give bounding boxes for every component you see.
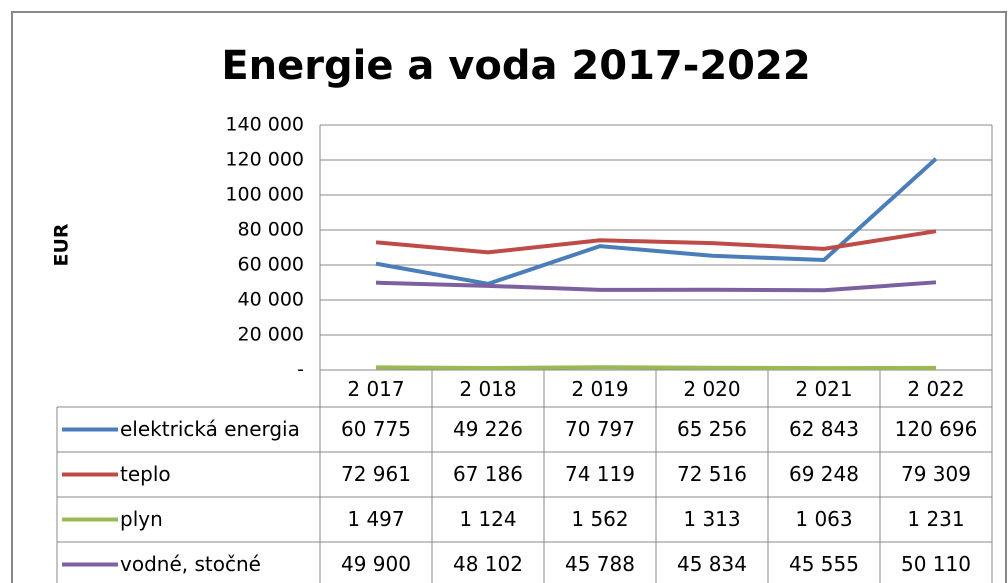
y-tick-label: 20 000 [238, 324, 304, 346]
table-value: 79 309 [901, 462, 971, 486]
x-tick-label: 2 018 [459, 377, 516, 401]
table-value: 62 843 [789, 417, 859, 441]
table-value: 1 497 [347, 507, 404, 531]
table-value: 48 102 [453, 552, 523, 576]
table-value: 72 961 [341, 462, 411, 486]
x-tick-label: 2 017 [347, 377, 404, 401]
y-axis-label: EUR [51, 223, 73, 266]
series-line [375, 229, 937, 255]
x-tick-label: 2 021 [795, 377, 852, 401]
legend-label: elektrická energia [120, 417, 300, 441]
y-tick-label: 100 000 [225, 184, 304, 206]
y-tick-label: 140 000 [225, 114, 304, 136]
x-tick-label: 2 022 [907, 377, 964, 401]
y-tick-label: 60 000 [238, 254, 304, 276]
table-value: 49 900 [341, 552, 411, 576]
table-value: 50 110 [901, 552, 971, 576]
table-value: 1 063 [795, 507, 852, 531]
y-tick-label: - [297, 359, 304, 381]
y-tick-label: 40 000 [238, 289, 304, 311]
table-value: 1 313 [683, 507, 740, 531]
table-value: 67 186 [453, 462, 523, 486]
table-value: 1 124 [459, 507, 516, 531]
y-tick-label: 120 000 [225, 149, 304, 171]
table-value: 65 256 [677, 417, 747, 441]
legend-label: teplo [120, 462, 171, 486]
x-tick-label: 2 019 [571, 377, 628, 401]
series-line [375, 280, 937, 293]
table-value: 120 696 [895, 417, 978, 441]
table-value: 70 797 [565, 417, 635, 441]
legend-label: vodné, stočné [120, 552, 261, 576]
chart-border [11, 11, 1007, 583]
table-value: 45 555 [789, 552, 859, 576]
table-value: 45 834 [677, 552, 747, 576]
table-value: 49 226 [453, 417, 523, 441]
table-value: 1 231 [907, 507, 964, 531]
y-tick-label: 80 000 [238, 219, 304, 241]
table-value: 45 788 [565, 552, 635, 576]
chart-title: Energie a voda 2017-2022 [221, 43, 810, 89]
series-line [375, 157, 938, 286]
table-value: 74 119 [565, 462, 635, 486]
table-value: 69 248 [789, 462, 859, 486]
series-line [375, 365, 937, 371]
x-tick-label: 2 020 [683, 377, 740, 401]
table-value: 1 562 [571, 507, 628, 531]
table-value: 60 775 [341, 417, 411, 441]
legend-label: plyn [120, 507, 163, 531]
table-value: 72 516 [677, 462, 747, 486]
